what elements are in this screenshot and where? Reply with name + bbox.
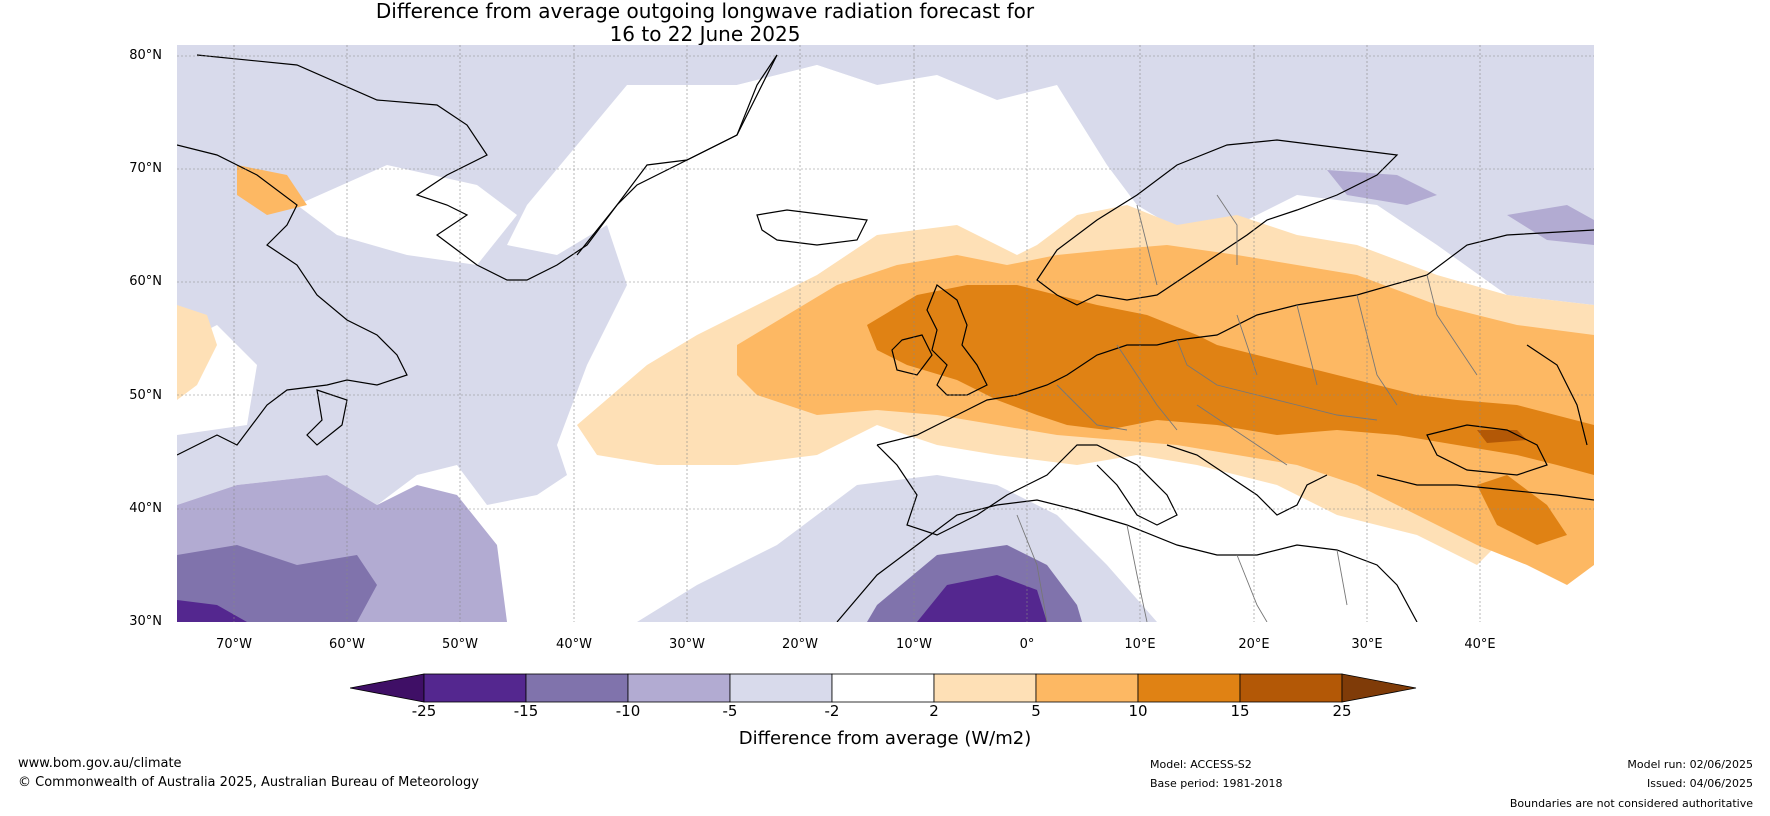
coastline-italy-balkans: [1056, 444, 1328, 526]
colorbar-segment: [1137, 673, 1241, 703]
coastline-ireland: [891, 334, 933, 376]
footer-issued: Issued: 04/06/2025: [1646, 777, 1753, 790]
lon-label-20e: 20°E: [1238, 637, 1270, 652]
region-arctic-white-1: [297, 165, 517, 265]
lon-label-60w: 60°W: [329, 637, 365, 652]
region-kola-purple: [1327, 170, 1437, 205]
lon-label-30w: 30°W: [669, 637, 705, 652]
coastline-scandinavia: [1036, 139, 1399, 306]
colorbar-tick-label: -5: [722, 702, 738, 720]
lat-label-40n: 40°N: [129, 501, 162, 516]
colorbar-tick-label: -25: [411, 702, 437, 720]
lon-label-10w: 10°W: [896, 637, 932, 652]
map-title: Difference from average outgoing longwav…: [0, 0, 1410, 46]
region-atlantic-dark-purple: [177, 545, 377, 622]
coastline-iberia: [876, 444, 1058, 536]
region-atlantic-deep-purple: [177, 600, 247, 622]
lat-label-50n: 50°N: [129, 388, 162, 403]
colorbar-segment: [627, 673, 731, 703]
region-arctic-light-purple: [177, 45, 1594, 505]
gridlines: [177, 45, 1594, 622]
region-east-purple: [1507, 205, 1594, 245]
colorbar-extend-low: [350, 673, 425, 703]
coastline-north-africa: [836, 499, 1418, 622]
title-line-2: 16 to 22 June 2025: [609, 22, 801, 46]
region-black-sea-dark-orange: [1477, 475, 1567, 545]
map-panel: [177, 45, 1594, 622]
lat-label-70n: 70°N: [129, 161, 162, 176]
colorbar-tick-label: 2: [929, 702, 939, 720]
colorbar-tick-label: 15: [1230, 702, 1250, 720]
colorbar-label: Difference from average (W/m2): [738, 728, 1032, 749]
borders-africa: [1016, 514, 1348, 622]
coastline-turkey-caspian: [1376, 344, 1594, 501]
coastline-newfoundland: [306, 389, 348, 446]
footer-base-period: Base period: 1981-2018: [1150, 777, 1283, 790]
colorbar-segment: [423, 673, 527, 703]
colorbar-tick-label: 5: [1031, 702, 1041, 720]
region-morocco-deep-purple: [917, 575, 1047, 622]
colorbar-segments: [350, 673, 1417, 703]
lat-label-60n: 60°N: [129, 274, 162, 289]
colorbar: [350, 673, 1417, 703]
footer-model-run: Model run: 02/06/2025: [1627, 758, 1753, 771]
footer-copyright: © Commonwealth of Australia 2025, Austra…: [18, 775, 479, 790]
anomaly-fills: [177, 45, 1594, 622]
title-line-1: Difference from average outgoing longwav…: [375, 0, 1035, 23]
coastline-greenland: [196, 54, 778, 281]
coastline-europe-mainland: [876, 229, 1594, 446]
footer-url[interactable]: www.bom.gov.au/climate: [18, 756, 182, 771]
region-west-light-orange: [177, 305, 217, 400]
colorbar-segment: [933, 673, 1037, 703]
footer-disclaimer: Boundaries are not considered authoritat…: [1509, 797, 1753, 810]
anomaly-map: [177, 45, 1594, 622]
colorbar-tick-label: 25: [1332, 702, 1352, 720]
colorbar-segment: [1035, 673, 1139, 703]
lon-label-0: 0°: [1019, 637, 1035, 652]
coastline-greenland-east: [576, 54, 778, 256]
colorbar-extend-high: [1341, 673, 1417, 703]
lat-label-30n: 30°N: [129, 614, 162, 629]
lon-label-50w: 50°W: [442, 637, 478, 652]
coastline-iceland: [756, 209, 868, 246]
lon-label-20w: 20°W: [782, 637, 818, 652]
colorbar-segment: [525, 673, 629, 703]
colorbar-segment: [1239, 673, 1343, 703]
colorbar-segment: [729, 673, 833, 703]
coastline-black-sea: [1426, 424, 1548, 476]
lon-label-10e: 10°E: [1124, 637, 1156, 652]
footer-model: Model: ACCESS-S2: [1150, 758, 1252, 771]
region-greenland-orange: [237, 165, 307, 215]
region-arctic-white-3: [737, 65, 897, 185]
lon-label-40w: 40°W: [556, 637, 592, 652]
colorbar-tick-label: 10: [1128, 702, 1148, 720]
coastline-canada: [177, 144, 408, 456]
colorbar-tick-label: -15: [513, 702, 539, 720]
lon-label-40e: 40°E: [1464, 637, 1496, 652]
colorbar-tick-label: -2: [824, 702, 840, 720]
lon-label-70w: 70°W: [216, 637, 252, 652]
lon-label-30e: 30°E: [1351, 637, 1383, 652]
colorbar-segment: [831, 673, 935, 703]
coastlines: [177, 54, 1594, 622]
region-uk-france-dark-orange: [867, 285, 1594, 475]
colorbar-tick-label: -10: [615, 702, 641, 720]
lat-label-80n: 80°N: [129, 48, 162, 63]
